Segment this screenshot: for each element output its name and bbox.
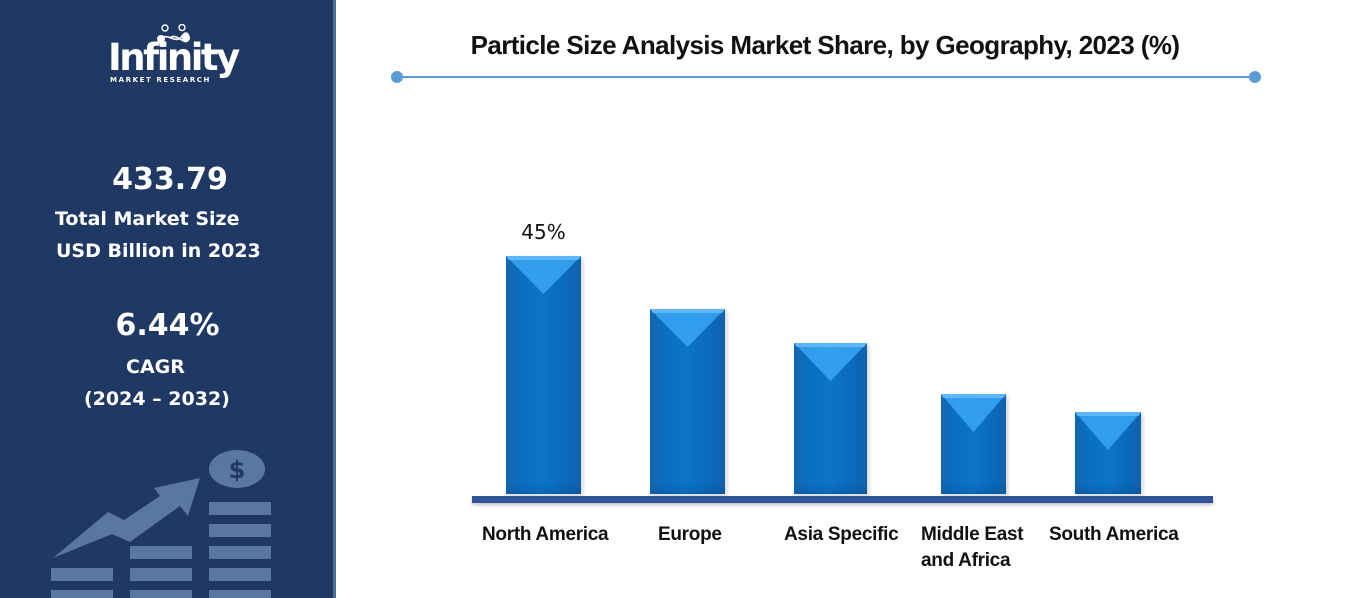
chart-title: Particle Size Analysis Market Share, by … <box>470 30 1180 60</box>
title-underline <box>391 71 1261 83</box>
bar-4 <box>1075 412 1141 494</box>
cagr-period: (2024 – 2032) <box>84 388 230 410</box>
cagr-value: 6.44% <box>115 308 220 343</box>
bar-3 <box>941 394 1006 494</box>
brand-tagline: MARKET RESEARCH <box>110 76 211 84</box>
brand-logo: Infinity MARKET RESEARCH <box>104 24 244 88</box>
bar-1 <box>650 309 725 494</box>
growth-chart-dollar-icon: $ <box>51 450 271 598</box>
dollar-sign: $ <box>229 456 246 484</box>
x-tick-label: Middle East and Africa <box>921 524 1024 571</box>
x-axis-baseline <box>472 496 1213 503</box>
bar-0 <box>506 256 581 494</box>
cagr-label: CAGR <box>126 356 185 378</box>
data-label: 45% <box>521 220 566 244</box>
market-size-value: 433.79 <box>112 162 228 197</box>
market-size-label: Total Market Size <box>55 208 240 230</box>
title-rule-dot-left <box>391 71 403 83</box>
x-tick-label: Asia Specific <box>784 524 899 545</box>
market-size-unit: USD Billion in 2023 <box>56 240 261 262</box>
title-rule-line <box>397 76 1255 78</box>
bar-bevel <box>794 343 867 383</box>
infinity-logo-icon <box>157 24 190 43</box>
x-tick-label: Europe <box>658 524 722 545</box>
bar-bevel <box>1075 412 1141 452</box>
x-tick-label: South America <box>1049 524 1179 545</box>
bar-2 <box>794 343 867 494</box>
bar-bevel <box>941 394 1006 434</box>
bar-bevel <box>506 256 581 296</box>
x-tick-label: North America <box>482 524 609 545</box>
summary-panel: Infinity MARKET RESEARCH 433.79 Total Ma… <box>0 0 336 598</box>
bar-bevel <box>650 309 725 349</box>
brand-name: Infinity <box>108 36 240 79</box>
title-rule-dot-right <box>1249 71 1261 83</box>
